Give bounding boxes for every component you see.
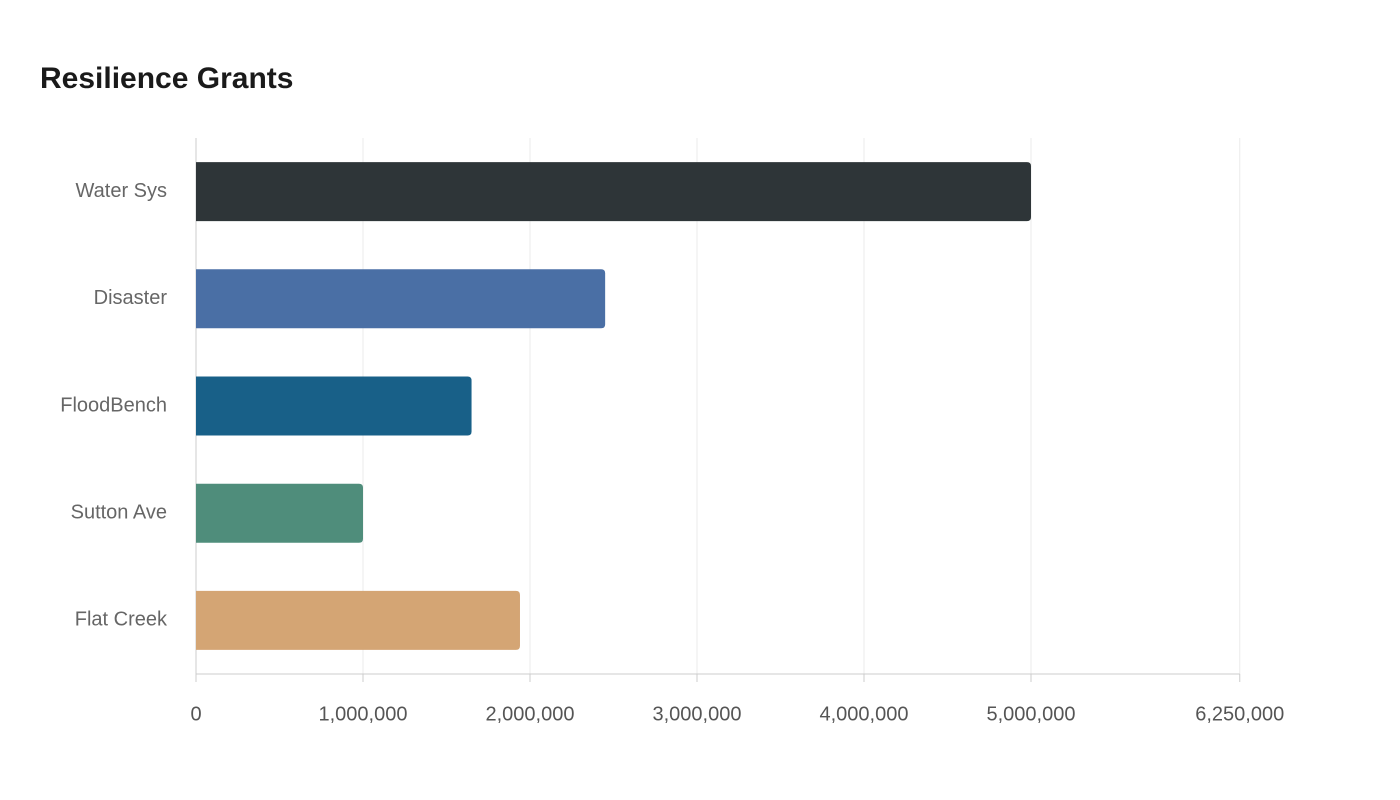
bar bbox=[196, 269, 606, 329]
x-tick-label: 3,000,000 bbox=[653, 703, 742, 725]
bar bbox=[196, 162, 1031, 222]
x-tick-label: 6,250,000 bbox=[1195, 703, 1284, 725]
y-tick-label: Water Sys bbox=[76, 180, 168, 202]
chart-title: Resilience Grants bbox=[40, 62, 293, 95]
y-tick-label: Disaster bbox=[94, 287, 168, 309]
bar bbox=[196, 590, 520, 650]
y-tick-label: Flat Creek bbox=[75, 609, 168, 631]
x-tick-label: 5,000,000 bbox=[987, 703, 1076, 725]
x-tick-label: 4,000,000 bbox=[820, 703, 909, 725]
y-tick-label: FloodBench bbox=[60, 394, 167, 416]
x-tick-label: 0 bbox=[190, 703, 201, 725]
x-tick-label: 2,000,000 bbox=[486, 703, 575, 725]
bar bbox=[196, 483, 363, 543]
y-tick-label: Sutton Ave bbox=[71, 501, 167, 523]
x-tick-label: 1,000,000 bbox=[319, 703, 408, 725]
bar bbox=[196, 376, 472, 436]
